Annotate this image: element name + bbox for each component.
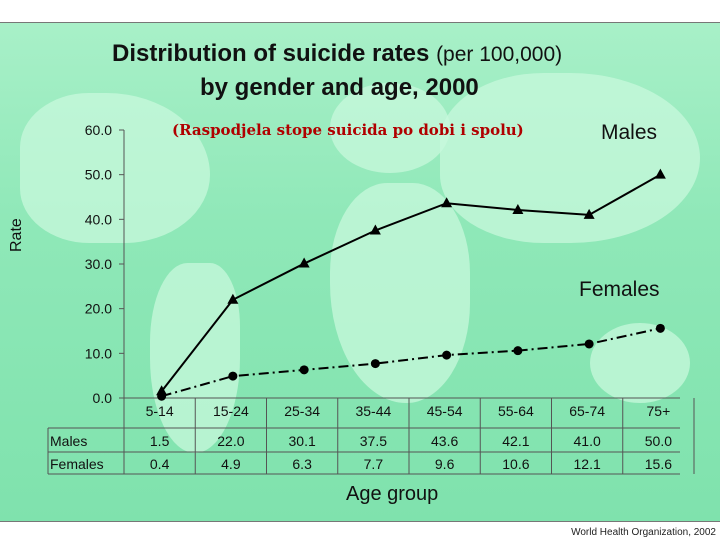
- y-tick-label: 40.0: [85, 211, 112, 227]
- table-cell-value: 6.3: [292, 456, 312, 472]
- data-point-females: [228, 371, 238, 381]
- series-label-males: Males: [601, 121, 658, 144]
- table-cell-value: 43.6: [431, 433, 458, 449]
- table-row-header: Males: [50, 433, 87, 449]
- y-tick-label: 50.0: [85, 167, 112, 183]
- series-line-males: [160, 173, 661, 392]
- x-tick-label: 15-24: [213, 403, 249, 419]
- table-cell-value: 4.9: [221, 456, 241, 472]
- chart-title-unit: (per 100,000): [436, 43, 563, 66]
- y-tick-label: 60.0: [85, 122, 112, 138]
- table-row-header: Females: [50, 456, 104, 472]
- table-cell-value: 37.5: [360, 433, 387, 449]
- chart-title: Distribution of suicide rates (per 100,0…: [112, 40, 563, 67]
- data-point-females: [157, 391, 167, 401]
- data-point-females: [584, 339, 594, 349]
- y-tick-label: 20.0: [85, 301, 112, 317]
- x-axis-label: Age group: [346, 483, 439, 505]
- table-cell-value: 30.1: [289, 433, 316, 449]
- data-point-males: [512, 203, 524, 214]
- chart-title-line2: by gender and age, 2000: [200, 74, 479, 101]
- table-cell-value: 7.7: [364, 456, 384, 472]
- table-cell-value: 42.1: [502, 433, 529, 449]
- data-point-males: [227, 293, 239, 304]
- data-point-females: [299, 365, 309, 375]
- table-cell-value: 15.6: [645, 456, 672, 472]
- series-line-females: [161, 327, 661, 398]
- chart-subtitle: (Raspodjela stope suicida po dobi i spol…: [172, 121, 524, 139]
- x-tick-label: 55-64: [498, 403, 534, 419]
- data-point-males: [654, 168, 666, 179]
- table-cell-value: 1.5: [150, 433, 170, 449]
- x-tick-label: 65-74: [569, 403, 605, 419]
- data-point-males: [369, 224, 381, 235]
- data-point-females: [513, 346, 523, 356]
- table-cell-value: 50.0: [645, 433, 672, 449]
- table-cell-value: 9.6: [435, 456, 455, 472]
- y-tick-label: 0.0: [93, 390, 113, 406]
- data-point-males: [441, 197, 453, 208]
- table-cell-value: 41.0: [574, 433, 601, 449]
- map-north-america: [20, 93, 210, 243]
- data-point-females: [370, 359, 380, 369]
- data-point-females: [655, 323, 665, 333]
- y-tick-label: 10.0: [85, 345, 112, 361]
- map-australia: [590, 323, 690, 403]
- x-tick-label: 35-44: [355, 403, 391, 419]
- x-tick-label: 5-14: [146, 403, 174, 419]
- data-point-males: [298, 257, 310, 268]
- x-tick-label: 75+: [647, 403, 671, 419]
- y-tick-label: 30.0: [85, 256, 112, 272]
- table-cell-value: 12.1: [574, 456, 601, 472]
- data-point-females: [442, 350, 452, 360]
- x-tick-label: 25-34: [284, 403, 320, 419]
- map-europe: [330, 83, 450, 173]
- table-cell-value: 0.4: [150, 456, 170, 472]
- series-label-females: Females: [579, 278, 660, 301]
- table-cell-value: 10.6: [502, 456, 529, 472]
- map-asia: [440, 73, 700, 243]
- data-point-males: [583, 208, 595, 219]
- credit-text: World Health Organization, 2002: [571, 527, 716, 538]
- table-cell-value: 22.0: [217, 433, 244, 449]
- x-tick-label: 45-54: [427, 403, 463, 419]
